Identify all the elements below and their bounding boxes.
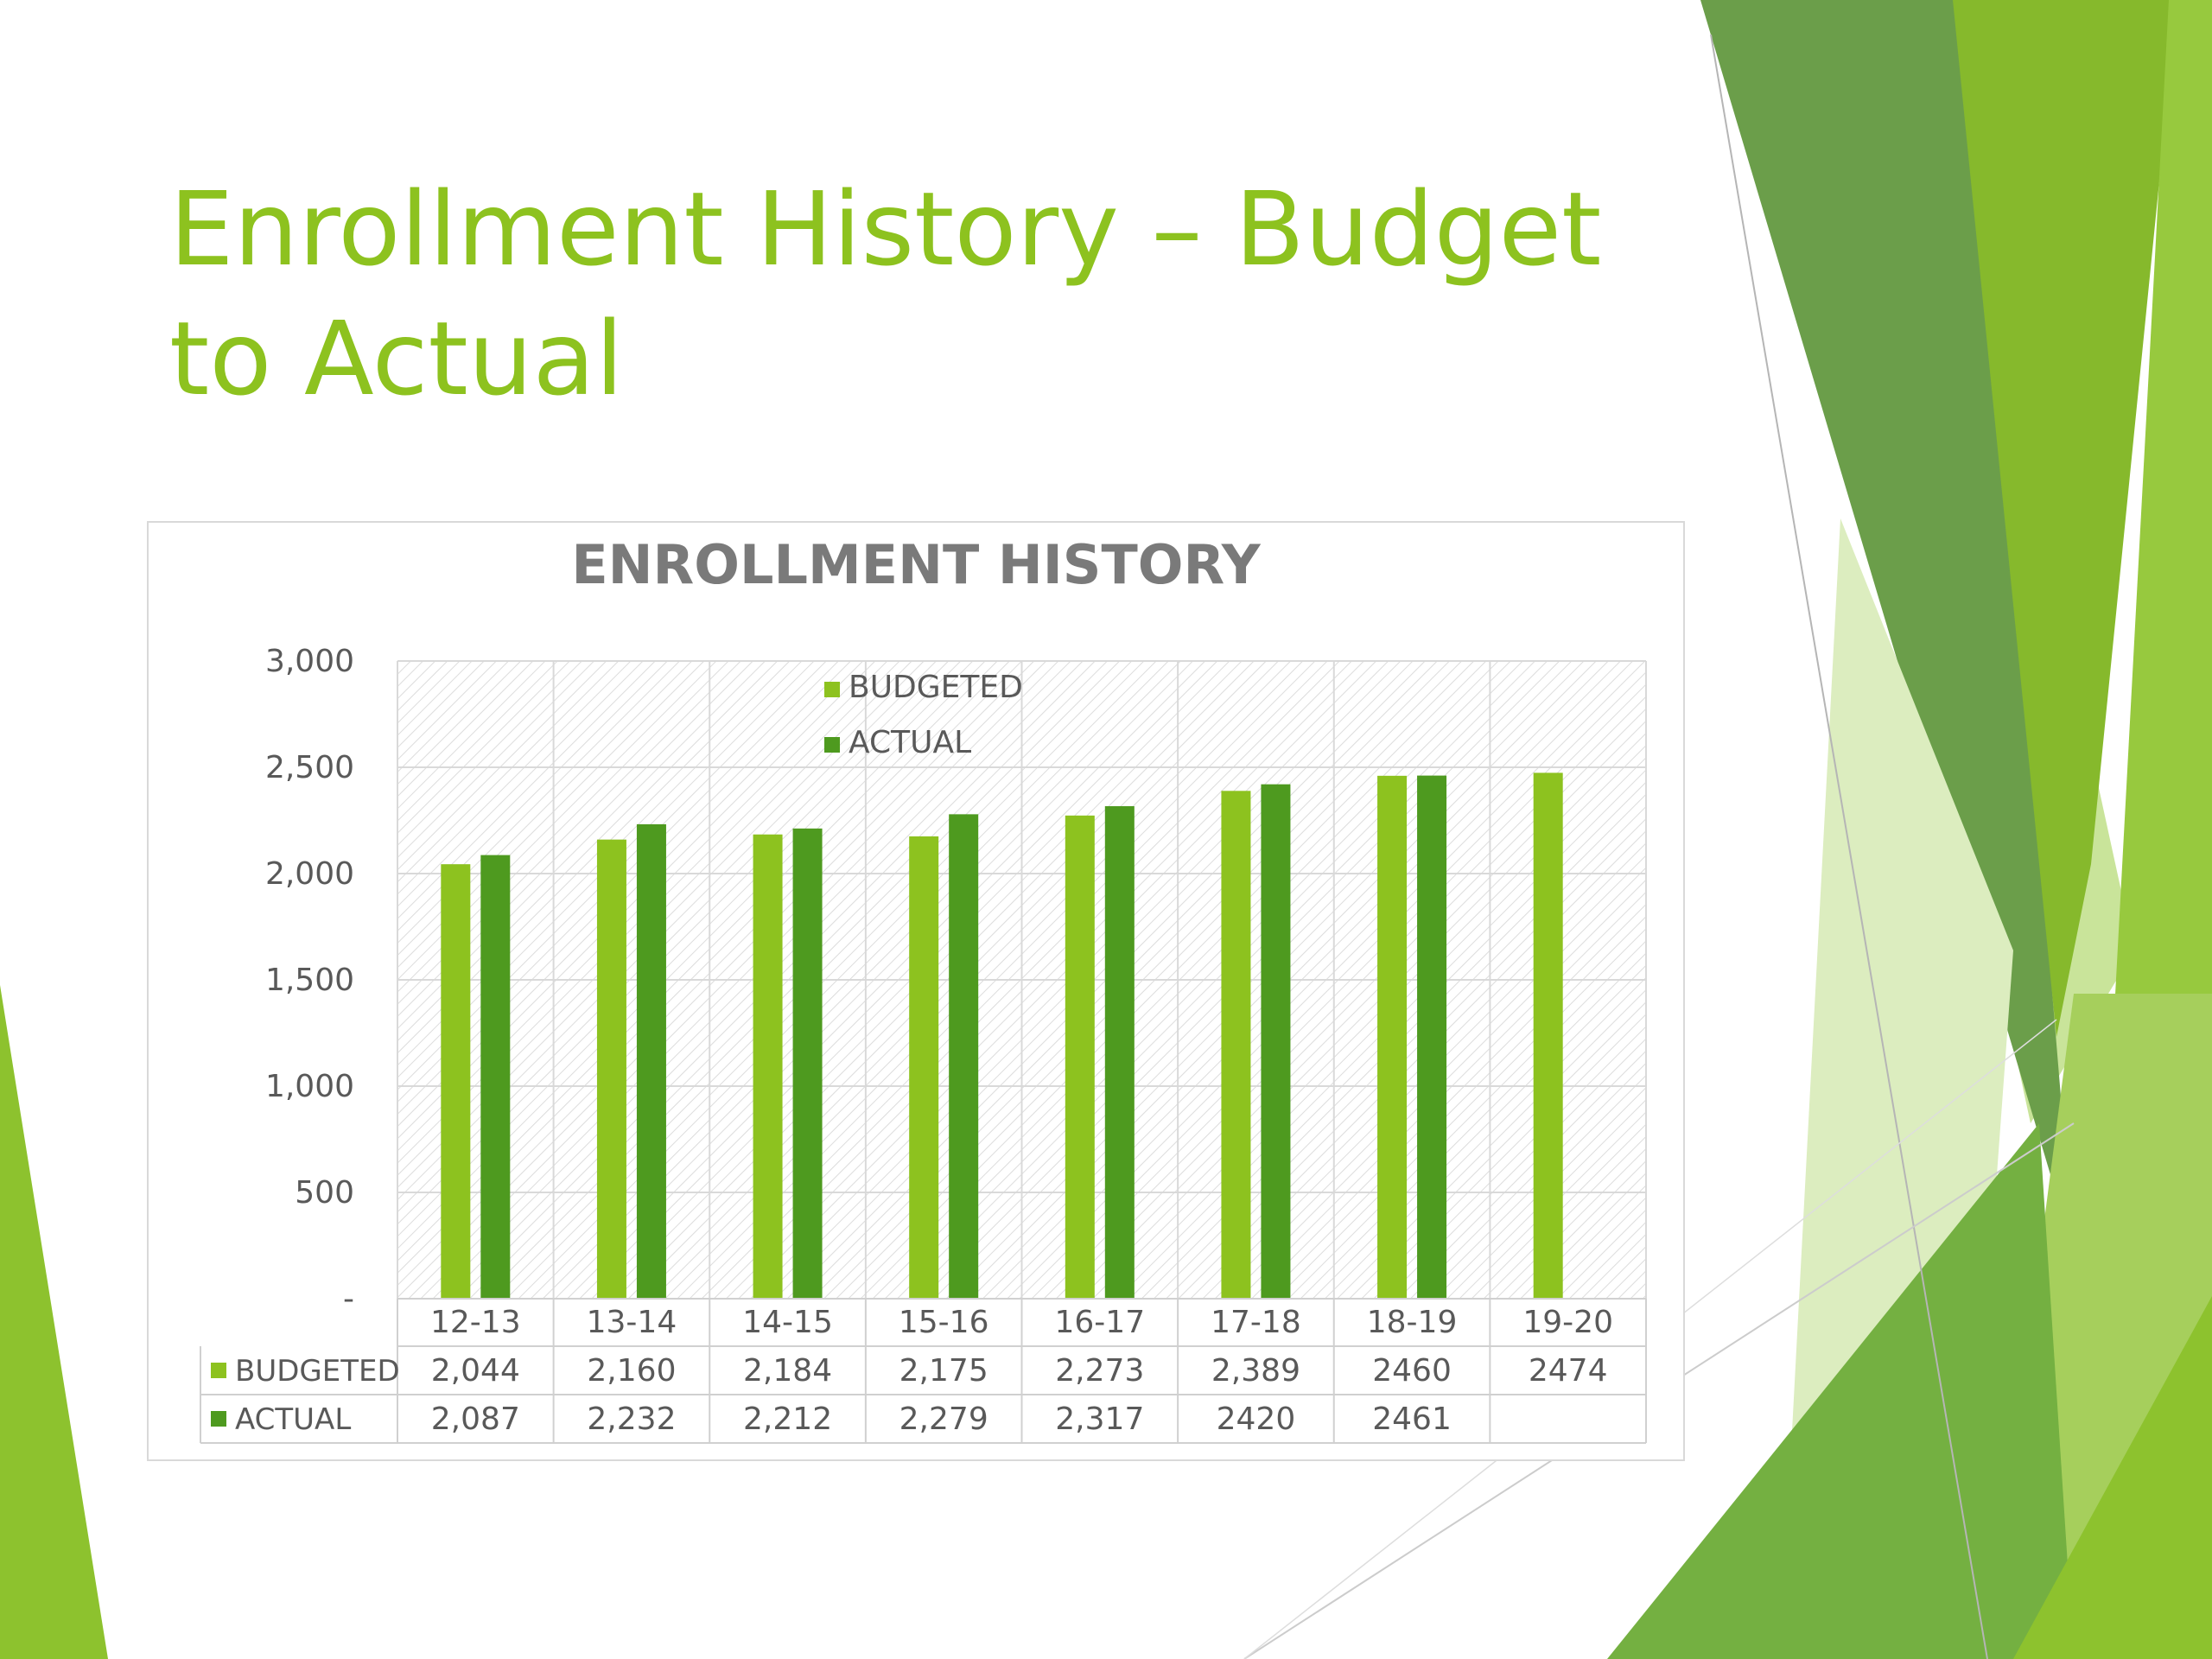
bar-actual: [1417, 775, 1447, 1299]
table-cell-value: 2420: [1217, 1402, 1296, 1437]
bar-actual: [480, 855, 511, 1299]
right-facet-green-lower: [1607, 1123, 2074, 1659]
data-table: 12-13 13-14 14-15 15-16 16-17 17-18 18-19 19-20…: [200, 1298, 1647, 1444]
bar-actual: [636, 823, 666, 1299]
legend-swatch: [824, 737, 840, 753]
decor-line-1: [1710, 34, 1988, 1659]
plot-area: - 500 1,000 1,500 2,000 2,500 3,000: [265, 644, 1647, 1317]
table-legend-key: [211, 1363, 226, 1378]
x-tick-label: 18-19: [1367, 1305, 1458, 1340]
legend-swatch: [824, 682, 840, 697]
bar-budgeted: [441, 864, 471, 1299]
enrollment-chart: ENROLLMENT HISTORY - 500 1,000 1,500 2,000 2,…: [147, 521, 1685, 1461]
bar-budgeted: [1065, 815, 1095, 1299]
y-tick-label: 500: [295, 1175, 354, 1211]
table-cell-value: 2,212: [743, 1402, 832, 1437]
table-cell-value: 2,044: [431, 1353, 520, 1389]
y-tick-label: 2,500: [265, 750, 354, 785]
table-row-header: ACTUAL: [235, 1402, 351, 1437]
table-row-header: BUDGETED: [235, 1354, 400, 1389]
y-tick-label: 3,000: [265, 644, 354, 679]
table-legend-key: [211, 1411, 226, 1427]
table-cell-value: 2,389: [1211, 1353, 1300, 1389]
table-cell-value: 2,087: [431, 1402, 520, 1437]
table-cell-value: 2,184: [743, 1353, 832, 1389]
chart-title: ENROLLMENT HISTORY: [571, 533, 1261, 596]
bar-budgeted: [596, 839, 626, 1299]
bar-actual: [1261, 784, 1291, 1299]
table-cell-value: 2,160: [587, 1353, 676, 1389]
bar-actual: [792, 828, 823, 1299]
table-cell-value: 2,273: [1055, 1353, 1144, 1389]
bar-budgeted: [753, 834, 783, 1299]
y-tick-label: 1,500: [265, 963, 354, 998]
table-cell-value: 2474: [1529, 1353, 1608, 1389]
slide-title: Enrollment History – Budget to Actual: [169, 169, 1602, 418]
y-tick-label: 1,000: [265, 1069, 354, 1104]
left-facet: [0, 985, 108, 1659]
right-facet-bright-lower: [2013, 1296, 2212, 1659]
table-cell-value: 2,175: [899, 1353, 988, 1389]
y-tick-label: 2,000: [265, 856, 354, 892]
table-cell-value: 2,279: [899, 1402, 988, 1437]
x-tick-label: 14-15: [742, 1305, 833, 1340]
legend-label: ACTUAL: [849, 725, 971, 760]
right-facet-bright-edge: [2108, 0, 2212, 1123]
x-tick-label: 17-18: [1211, 1305, 1301, 1340]
bar-budgeted: [1221, 791, 1251, 1299]
x-tick-label: 16-17: [1055, 1305, 1146, 1340]
x-tick-label: 13-14: [587, 1305, 677, 1340]
right-facet-green-mid: [1953, 0, 2177, 1037]
bar-actual: [1104, 806, 1135, 1299]
table-cell-value: 2,317: [1055, 1402, 1144, 1437]
table-cell-value: 2461: [1372, 1402, 1452, 1437]
bar-budgeted: [1533, 772, 1563, 1299]
table-cell-value: 2460: [1372, 1353, 1452, 1389]
table-cell-value: 2,232: [587, 1402, 676, 1437]
x-tick-label: 12-13: [430, 1305, 521, 1340]
x-tick-label: 15-16: [899, 1305, 989, 1340]
x-tick-label: 19-20: [1522, 1305, 1613, 1340]
bar-budgeted: [1377, 775, 1408, 1299]
y-tick-label: -: [343, 1281, 354, 1317]
legend: BUDGETED ACTUAL: [824, 670, 1023, 760]
legend-label: BUDGETED: [849, 670, 1023, 705]
bar-budgeted: [909, 836, 939, 1299]
bar-actual: [949, 814, 979, 1299]
